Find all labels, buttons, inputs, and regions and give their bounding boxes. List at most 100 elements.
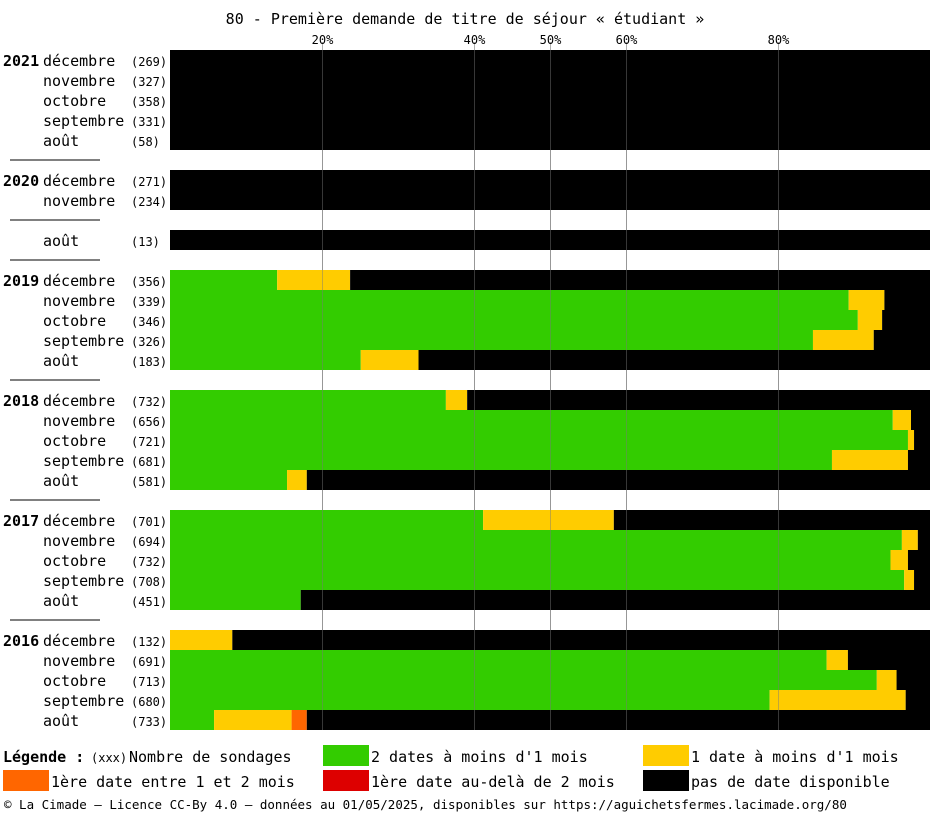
bars (170, 50, 930, 730)
month-label: septembre (43, 332, 124, 350)
month-label: août (43, 592, 79, 610)
footer-credit: © La Cimade — Licence CC-By 4.0 — donnée… (4, 797, 847, 812)
count-label: (732) (131, 555, 167, 569)
count-label: (356) (131, 275, 167, 289)
count-label: (234) (131, 195, 167, 209)
bar-segment-black (232, 630, 930, 650)
bar-segment-yellow (876, 670, 897, 690)
x-tick-label: 20% (312, 33, 334, 47)
bar-segment-yellow (901, 530, 918, 550)
x-ticks: 20% 40% 50% 60% 80% (312, 33, 790, 47)
count-label: (331) (131, 115, 167, 129)
month-label: septembre (43, 692, 124, 710)
month-label: décembre (43, 512, 115, 530)
bar-segment-yellow (826, 650, 848, 670)
count-label: (346) (131, 315, 167, 329)
count-label: (721) (131, 435, 167, 449)
gridlines (322, 42, 779, 730)
bar-segment-yellow (287, 470, 307, 490)
legend-swatch-yellow (643, 745, 689, 766)
legend-label-red: 1ère date au-delà de 2 mois (371, 773, 615, 791)
bar-segment-black (170, 190, 930, 210)
count-label: (713) (131, 675, 167, 689)
bar-segment-yellow (483, 510, 614, 530)
legend-count-label: Nombre de sondages (129, 748, 292, 766)
bar-segment-yellow (904, 570, 915, 590)
bar-segment-black (418, 350, 930, 370)
bar-segment-yellow (277, 270, 351, 290)
month-label: septembre (43, 572, 124, 590)
year-label: 2021 (3, 52, 39, 70)
legend-count-code: (xxx) (91, 751, 127, 765)
chart-title: 80 - Première demande de titre de séjour… (226, 10, 705, 28)
bar-segment-green (170, 550, 891, 570)
month-label: décembre (43, 172, 115, 190)
bar-segment-green (170, 410, 893, 430)
legend-swatch-black (643, 770, 689, 791)
legend-label-black: pas de date disponible (691, 773, 890, 791)
month-label: novembre (43, 292, 115, 310)
bar-segment-black (917, 530, 930, 550)
count-label: (708) (131, 575, 167, 589)
year-label: 2020 (3, 172, 39, 190)
month-label: novembre (43, 532, 115, 550)
bar-segment-black (170, 110, 930, 130)
bar-segment-yellow (892, 410, 911, 430)
bar-segment-black (467, 390, 930, 410)
year-label: 2019 (3, 272, 39, 290)
month-label: novembre (43, 652, 115, 670)
bar-segment-black (306, 710, 930, 730)
bar-segment-yellow (848, 290, 885, 310)
bar-segment-green (170, 270, 278, 290)
bar-segment-black (882, 310, 930, 330)
year-label: 2016 (3, 632, 39, 650)
count-label: (732) (131, 395, 167, 409)
month-label: août (43, 472, 79, 490)
bar-segment-black (170, 230, 930, 250)
bar-segment-black (306, 470, 930, 490)
count-label: (326) (131, 335, 167, 349)
month-label: décembre (43, 392, 115, 410)
year-label: 2017 (3, 512, 39, 530)
year-label: 2018 (3, 392, 39, 410)
count-label: (132) (131, 635, 167, 649)
legend-heading: Légende : (3, 748, 84, 766)
month-label: novembre (43, 192, 115, 210)
bar-segment-black (350, 270, 930, 290)
bar-segment-yellow (812, 330, 874, 350)
count-label: (327) (131, 75, 167, 89)
legend-swatch-green (323, 745, 369, 766)
month-label: novembre (43, 412, 115, 430)
bar-segment-black (907, 550, 930, 570)
month-label: octobre (43, 92, 106, 110)
bar-segment-green (170, 350, 361, 370)
count-label: (358) (131, 95, 167, 109)
bar-segment-black (911, 410, 930, 430)
count-label: (581) (131, 475, 167, 489)
bar-segment-yellow (170, 630, 233, 650)
count-label: (681) (131, 455, 167, 469)
bar-segment-black (905, 690, 930, 710)
count-label: (269) (131, 55, 167, 69)
legend-swatch-orange (3, 770, 49, 791)
count-label: (733) (131, 715, 167, 729)
gridlines-front (322, 50, 779, 730)
bar-segment-green (170, 670, 877, 690)
bar-segment-green (170, 390, 446, 410)
month-label: octobre (43, 672, 106, 690)
count-label: (271) (131, 175, 167, 189)
bar-segment-green (170, 510, 484, 530)
legend: Légende : (xxx) Nombre de sondages 2 dates … (3, 745, 899, 791)
bar-segment-yellow (769, 690, 906, 710)
month-label: octobre (43, 552, 106, 570)
bar-segment-black (170, 90, 930, 110)
x-tick-label: 60% (616, 33, 638, 47)
bar-segment-yellow (445, 390, 468, 410)
count-label: (701) (131, 515, 167, 529)
bar-segment-black (907, 450, 930, 470)
month-label: septembre (43, 452, 124, 470)
legend-label-yellow: 1 date à moins d'1 mois (691, 748, 899, 766)
bar-segment-yellow (857, 310, 883, 330)
x-tick-label: 80% (768, 33, 790, 47)
bar-segment-black (884, 290, 930, 310)
